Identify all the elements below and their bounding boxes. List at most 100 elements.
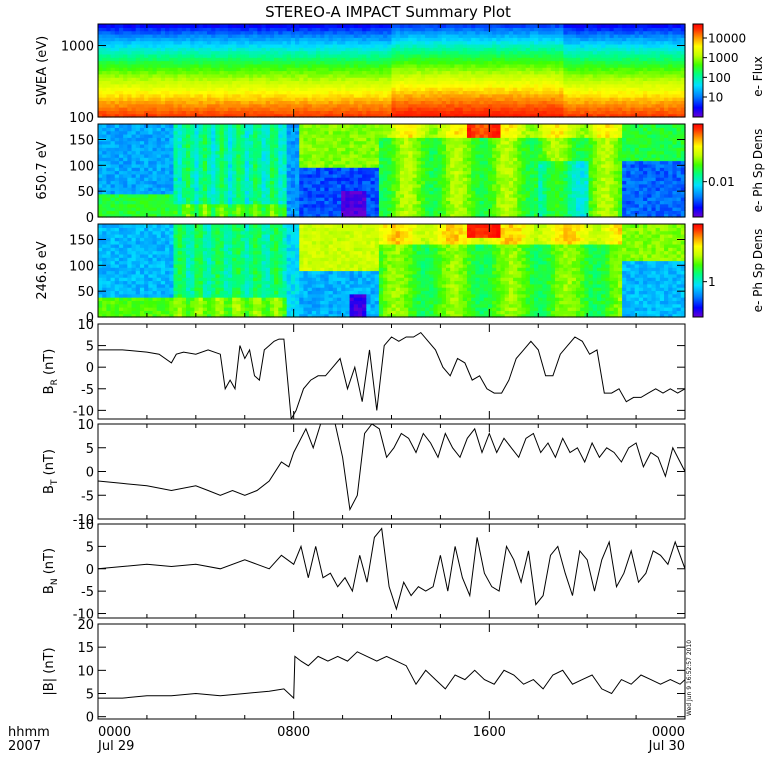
heatmap-cell: [186, 90, 191, 95]
heatmap-cell: [341, 37, 346, 42]
heatmap-cell: [311, 70, 317, 75]
heatmap-cell: [336, 63, 342, 68]
heatmap-cell: [596, 24, 602, 28]
heatmap-cell: [194, 87, 200, 92]
heatmap-cell: [202, 93, 208, 98]
heatmap-cell: [118, 43, 124, 48]
heatmap-cell: [240, 90, 246, 95]
heatmap-cell: [290, 70, 296, 75]
heatmap-cell: [290, 57, 296, 62]
heatmap-cell: [244, 110, 250, 115]
heatmap-cells: [98, 24, 686, 118]
heatmap-cell: [257, 57, 263, 62]
heatmap-cell: [320, 97, 326, 101]
heatmap-cell: [106, 40, 112, 45]
heatmap-cell: [257, 70, 263, 75]
heatmap-cell: [240, 67, 246, 72]
heatmap-cell: [295, 43, 300, 48]
heatmap-cell: [316, 60, 321, 65]
heatmap-cell: [345, 37, 351, 42]
heatmap-cell: [227, 53, 233, 58]
heatmap-cell: [290, 80, 296, 85]
heatmap-cell: [278, 70, 284, 75]
heatmap-cell: [198, 87, 204, 92]
heatmap-cell: [144, 63, 149, 68]
heatmap-cell: [207, 33, 212, 38]
heatmap-cell: [357, 57, 363, 62]
heatmap-cell: [269, 77, 275, 82]
heatmap-cell: [165, 37, 170, 42]
heatmap-cell: [215, 60, 221, 65]
heatmap-cell: [227, 37, 233, 42]
heatmap-cell: [118, 53, 124, 58]
heatmap-cell: [261, 60, 267, 65]
heatmap-cell: [110, 67, 116, 72]
heatmap-cell: [236, 87, 242, 92]
heatmap-cell: [299, 90, 305, 95]
heatmap-cell: [265, 53, 271, 58]
heatmap-cell: [123, 83, 128, 88]
heatmap-cell: [131, 40, 137, 45]
heatmap-cell: [211, 43, 216, 48]
heatmap-cell: [328, 93, 334, 98]
heatmap-cell: [127, 100, 133, 105]
heatmap-cell: [349, 80, 355, 85]
heatmap-cell: [114, 33, 120, 38]
heatmap-cell: [148, 73, 154, 78]
heatmap-cell: [487, 24, 493, 28]
heatmap-cell: [269, 27, 275, 32]
heatmap-cell: [223, 27, 229, 32]
heatmap-cell: [110, 97, 116, 101]
heatmap-cell: [316, 24, 321, 28]
heatmap-cell: [215, 110, 221, 115]
heatmap-cell: [106, 47, 112, 52]
heatmap-cell: [114, 27, 120, 32]
heatmap-cell: [165, 100, 170, 105]
heatmap-cell: [190, 124, 196, 128]
heatmap-cell: [290, 37, 296, 42]
heatmap-cell: [353, 50, 359, 55]
heatmap-cell: [286, 100, 292, 105]
heatmap-cell: [232, 37, 237, 42]
heatmap-cell: [139, 57, 145, 62]
heatmap-cell: [152, 87, 158, 92]
heatmap-cell: [605, 24, 611, 28]
heatmap-cell: [198, 107, 204, 111]
heatmap-cell: [215, 53, 221, 58]
heatmap-cell: [248, 110, 254, 115]
heatmap-cell: [194, 124, 200, 128]
heatmap-cell: [227, 63, 233, 68]
heatmap-cell: [332, 103, 338, 108]
heatmap-cell: [98, 107, 103, 111]
heatmap-cell: [248, 113, 254, 118]
heatmap-cell: [98, 90, 103, 95]
heatmap-cell: [186, 60, 191, 65]
heatmap-cell: [307, 57, 313, 62]
heatmap-cell: [357, 97, 363, 101]
heatmap-cell: [131, 73, 137, 78]
heatmap-cell: [207, 60, 212, 65]
heatmap-cell: [320, 27, 326, 32]
heatmap-cell: [240, 107, 246, 111]
heatmap-cell: [332, 93, 338, 98]
heatmap-cell: [303, 24, 309, 28]
heatmap-cell: [156, 90, 162, 95]
heatmap-cell: [261, 83, 267, 88]
heatmap-cell: [341, 40, 346, 45]
heatmap-cell: [236, 93, 242, 98]
heatmap-cell: [362, 37, 367, 42]
heatmap-cell: [324, 47, 330, 52]
heatmap-cell: [118, 113, 124, 118]
heatmap-cell: [102, 37, 107, 42]
heatmap-cell: [286, 83, 292, 88]
heatmap-cell: [98, 60, 103, 65]
heatmap-cell: [148, 110, 154, 115]
heatmap-cell: [341, 107, 346, 111]
heatmap-cell: [114, 53, 120, 58]
heatmap-cell: [236, 24, 242, 28]
heatmap-cell: [307, 97, 313, 101]
heatmap-cell: [366, 93, 372, 98]
heatmap-cell: [274, 33, 279, 38]
heatmap-cell: [207, 57, 212, 62]
heatmap-cell: [643, 24, 648, 28]
